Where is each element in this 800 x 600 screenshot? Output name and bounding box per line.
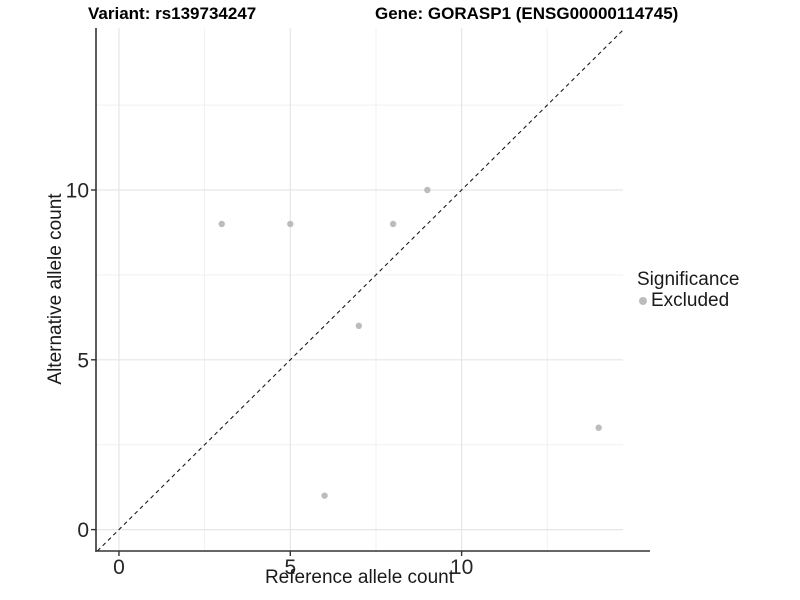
- data-point: [355, 322, 363, 330]
- data-point: [424, 186, 431, 194]
- y-tick-label: 0: [77, 519, 89, 542]
- legend: Significance Excluded: [637, 270, 739, 311]
- x-tick-label: 10: [450, 556, 473, 579]
- data-point: [389, 220, 397, 228]
- x-tick-label: 5: [284, 556, 296, 579]
- legend-item-excluded: Excluded: [637, 291, 739, 311]
- y-tick-label: 5: [77, 349, 89, 372]
- legend-point-icon: [639, 297, 647, 305]
- y-axis-title: Alternative allele count: [45, 193, 66, 385]
- identity-reference-line: [96, 29, 624, 552]
- x-tick-label: 0: [113, 556, 125, 579]
- plot-title-variant: Variant: rs139734247: [88, 4, 257, 23]
- plot-title-gene: Gene: GORASP1 (ENSG00000114745): [375, 4, 679, 23]
- data-point: [218, 220, 225, 228]
- x-axis-title: Reference allele count: [264, 567, 455, 588]
- data-point: [595, 424, 602, 431]
- y-tick-label: 10: [66, 180, 89, 203]
- legend-title: Significance: [637, 269, 740, 290]
- data-point: [287, 220, 294, 228]
- legend-label-excluded: Excluded: [651, 290, 730, 311]
- data-point: [321, 492, 328, 499]
